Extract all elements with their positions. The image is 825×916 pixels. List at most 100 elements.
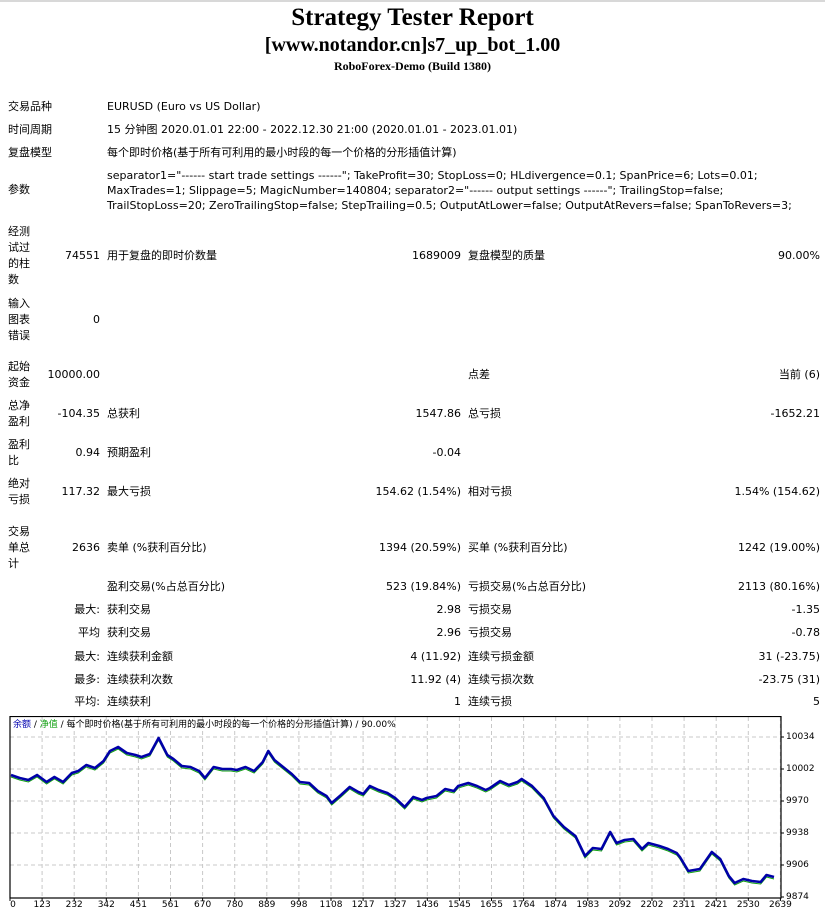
profit-factor-value: 0.94	[75, 446, 101, 459]
spread-label: 点差	[468, 368, 490, 381]
x-tick-label: 1108	[319, 900, 343, 910]
expected-payoff-value: -0.04	[432, 446, 461, 459]
x-tick-label: 1545	[447, 900, 471, 910]
x-tick-label: 2421	[704, 900, 728, 910]
x-tick-label: 2311	[672, 900, 696, 910]
legend-balance: 余额	[13, 720, 32, 730]
params-label: 参数	[8, 183, 30, 196]
y-tick-label: 10034	[786, 732, 815, 742]
x-tick-label: 1764	[512, 900, 536, 910]
x-tick-label: 1436	[415, 900, 439, 910]
top-border	[0, 0, 825, 2]
detail-left-label: 连续获利金额	[107, 650, 173, 663]
detail-left-label: 获利交易	[107, 603, 151, 616]
x-tick-label: 2639	[768, 900, 792, 910]
x-tick-label: 1327	[383, 900, 407, 910]
x-tick-label: 451	[129, 900, 147, 910]
detail-prefix: 平均:	[74, 695, 100, 708]
profit-trades-label: 盈利交易(%占总百分比)	[107, 580, 226, 593]
detail-right-label: 亏损交易	[468, 603, 512, 616]
x-tick-label: 2202	[640, 900, 664, 910]
x-tick-label: 0	[10, 900, 16, 910]
max-dd-value: 154.62 (1.54%)	[375, 485, 461, 498]
rel-dd-label: 相对亏损	[468, 485, 512, 498]
x-tick-label: 561	[161, 900, 180, 910]
detail-left-value: 2.96	[436, 626, 462, 639]
detail-right-label: 连续亏损金额	[468, 650, 534, 663]
legend-equity: 净值	[39, 720, 58, 730]
gross-loss-label: 总亏损	[468, 407, 501, 420]
detail-right-value: -23.75 (31)	[758, 673, 820, 686]
symbol-label: 交易品种	[8, 100, 52, 113]
y-tick-label: 9938	[786, 828, 809, 838]
detail-prefix: 最大:	[74, 650, 100, 663]
detail-left-value: 4 (11.92)	[410, 650, 461, 663]
y-tick-label: 9874	[786, 892, 809, 902]
quality-value: 90.00%	[778, 249, 820, 262]
period-value: 15 分钟图 2020.01.01 22:00 - 2022.12.30 21:…	[107, 123, 518, 136]
detail-left-label: 连续获利次数	[107, 673, 173, 686]
x-tick-label: 1983	[576, 900, 600, 910]
expected-payoff-label: 预期盈利	[107, 446, 151, 459]
detail-right-label: 连续亏损次数	[468, 673, 534, 686]
detail-left-value: 2.98	[436, 603, 462, 616]
x-tick-label: 1217	[351, 900, 375, 910]
detail-right-value: -1.35	[791, 603, 820, 616]
profit-trades-value: 523 (19.84%)	[385, 580, 461, 593]
symbol-value: EURUSD (Euro vs US Dollar)	[107, 100, 261, 113]
bars-label: 经测试过的柱数	[8, 225, 30, 286]
quality-label: 复盘模型的质量	[468, 249, 545, 262]
short-value: 1394 (20.59%)	[378, 541, 461, 554]
x-tick-label: 889	[258, 900, 276, 910]
net-profit-label: 总净盈利	[8, 399, 30, 428]
errors-label: 输入图表错误	[8, 297, 30, 342]
detail-left-value: 11.92 (4)	[410, 673, 461, 686]
legend-desc: / 每个即时价格(基于所有可利用的最小时段的每一个价格的分形插值计算) / 90…	[57, 720, 396, 730]
y-tick-label: 9906	[786, 860, 809, 870]
errors-value: 0	[93, 313, 100, 326]
x-tick-label: 123	[33, 900, 51, 910]
expert-name: [www.notandor.cn]s7_up_bot_1.00	[264, 34, 561, 56]
params-value: separator1="------ start trade settings …	[107, 169, 792, 212]
x-tick-label: 670	[194, 900, 212, 910]
gross-loss-value: -1652.21	[770, 407, 820, 420]
gross-profit-label: 总获利	[107, 407, 140, 420]
x-tick-label: 232	[65, 900, 83, 910]
model-label: 复盘模型	[8, 146, 52, 159]
x-tick-label: 1655	[480, 900, 503, 910]
y-tick-label: 10002	[786, 764, 815, 774]
total-trades-value: 2636	[72, 541, 100, 554]
deposit-value: 10000.00	[47, 368, 101, 381]
detail-prefix: 最多:	[74, 673, 100, 686]
x-tick-label: 998	[290, 900, 308, 910]
chart-plot	[9, 716, 784, 901]
detail-right-label: 连续亏损	[468, 695, 512, 708]
loss-trades-label: 亏损交易(%占总百分比)	[468, 580, 587, 593]
legend-sep: /	[31, 720, 40, 730]
profit-factor-label: 盈利比	[8, 438, 30, 467]
gross-profit-value: 1547.86	[415, 407, 462, 420]
detail-right-value: 5	[813, 695, 820, 708]
detail-prefix: 平均	[78, 626, 100, 639]
x-tick-label: 1874	[544, 900, 568, 910]
spread-value: 当前 (6)	[778, 368, 820, 381]
detail-left-label: 获利交易	[107, 626, 151, 639]
max-dd-label: 最大亏损	[107, 485, 151, 498]
ticks-label: 用于复盘的即时价数量	[107, 249, 217, 262]
x-tick-label: 342	[97, 900, 115, 910]
period-label: 时间周期	[8, 123, 52, 136]
detail-right-value: 31 (-23.75)	[758, 650, 820, 663]
detail-left-label: 连续获利	[107, 695, 151, 708]
x-tick-label: 780	[226, 900, 244, 910]
detail-prefix: 最大:	[74, 603, 100, 616]
y-tick-label: 9970	[786, 796, 809, 806]
rel-dd-value: 1.54% (154.62)	[734, 485, 820, 498]
deposit-label: 起始资金	[8, 360, 30, 389]
server-build: RoboForex-Demo (Build 1380)	[333, 59, 492, 73]
net-profit-value: -104.35	[57, 407, 100, 420]
bars-value: 74551	[65, 249, 100, 262]
loss-trades-value: 2113 (80.16%)	[737, 580, 820, 593]
detail-left-value: 1	[454, 695, 461, 708]
long-value: 1242 (19.00%)	[737, 541, 820, 554]
short-label: 卖单 (%获利百分比)	[107, 541, 207, 554]
